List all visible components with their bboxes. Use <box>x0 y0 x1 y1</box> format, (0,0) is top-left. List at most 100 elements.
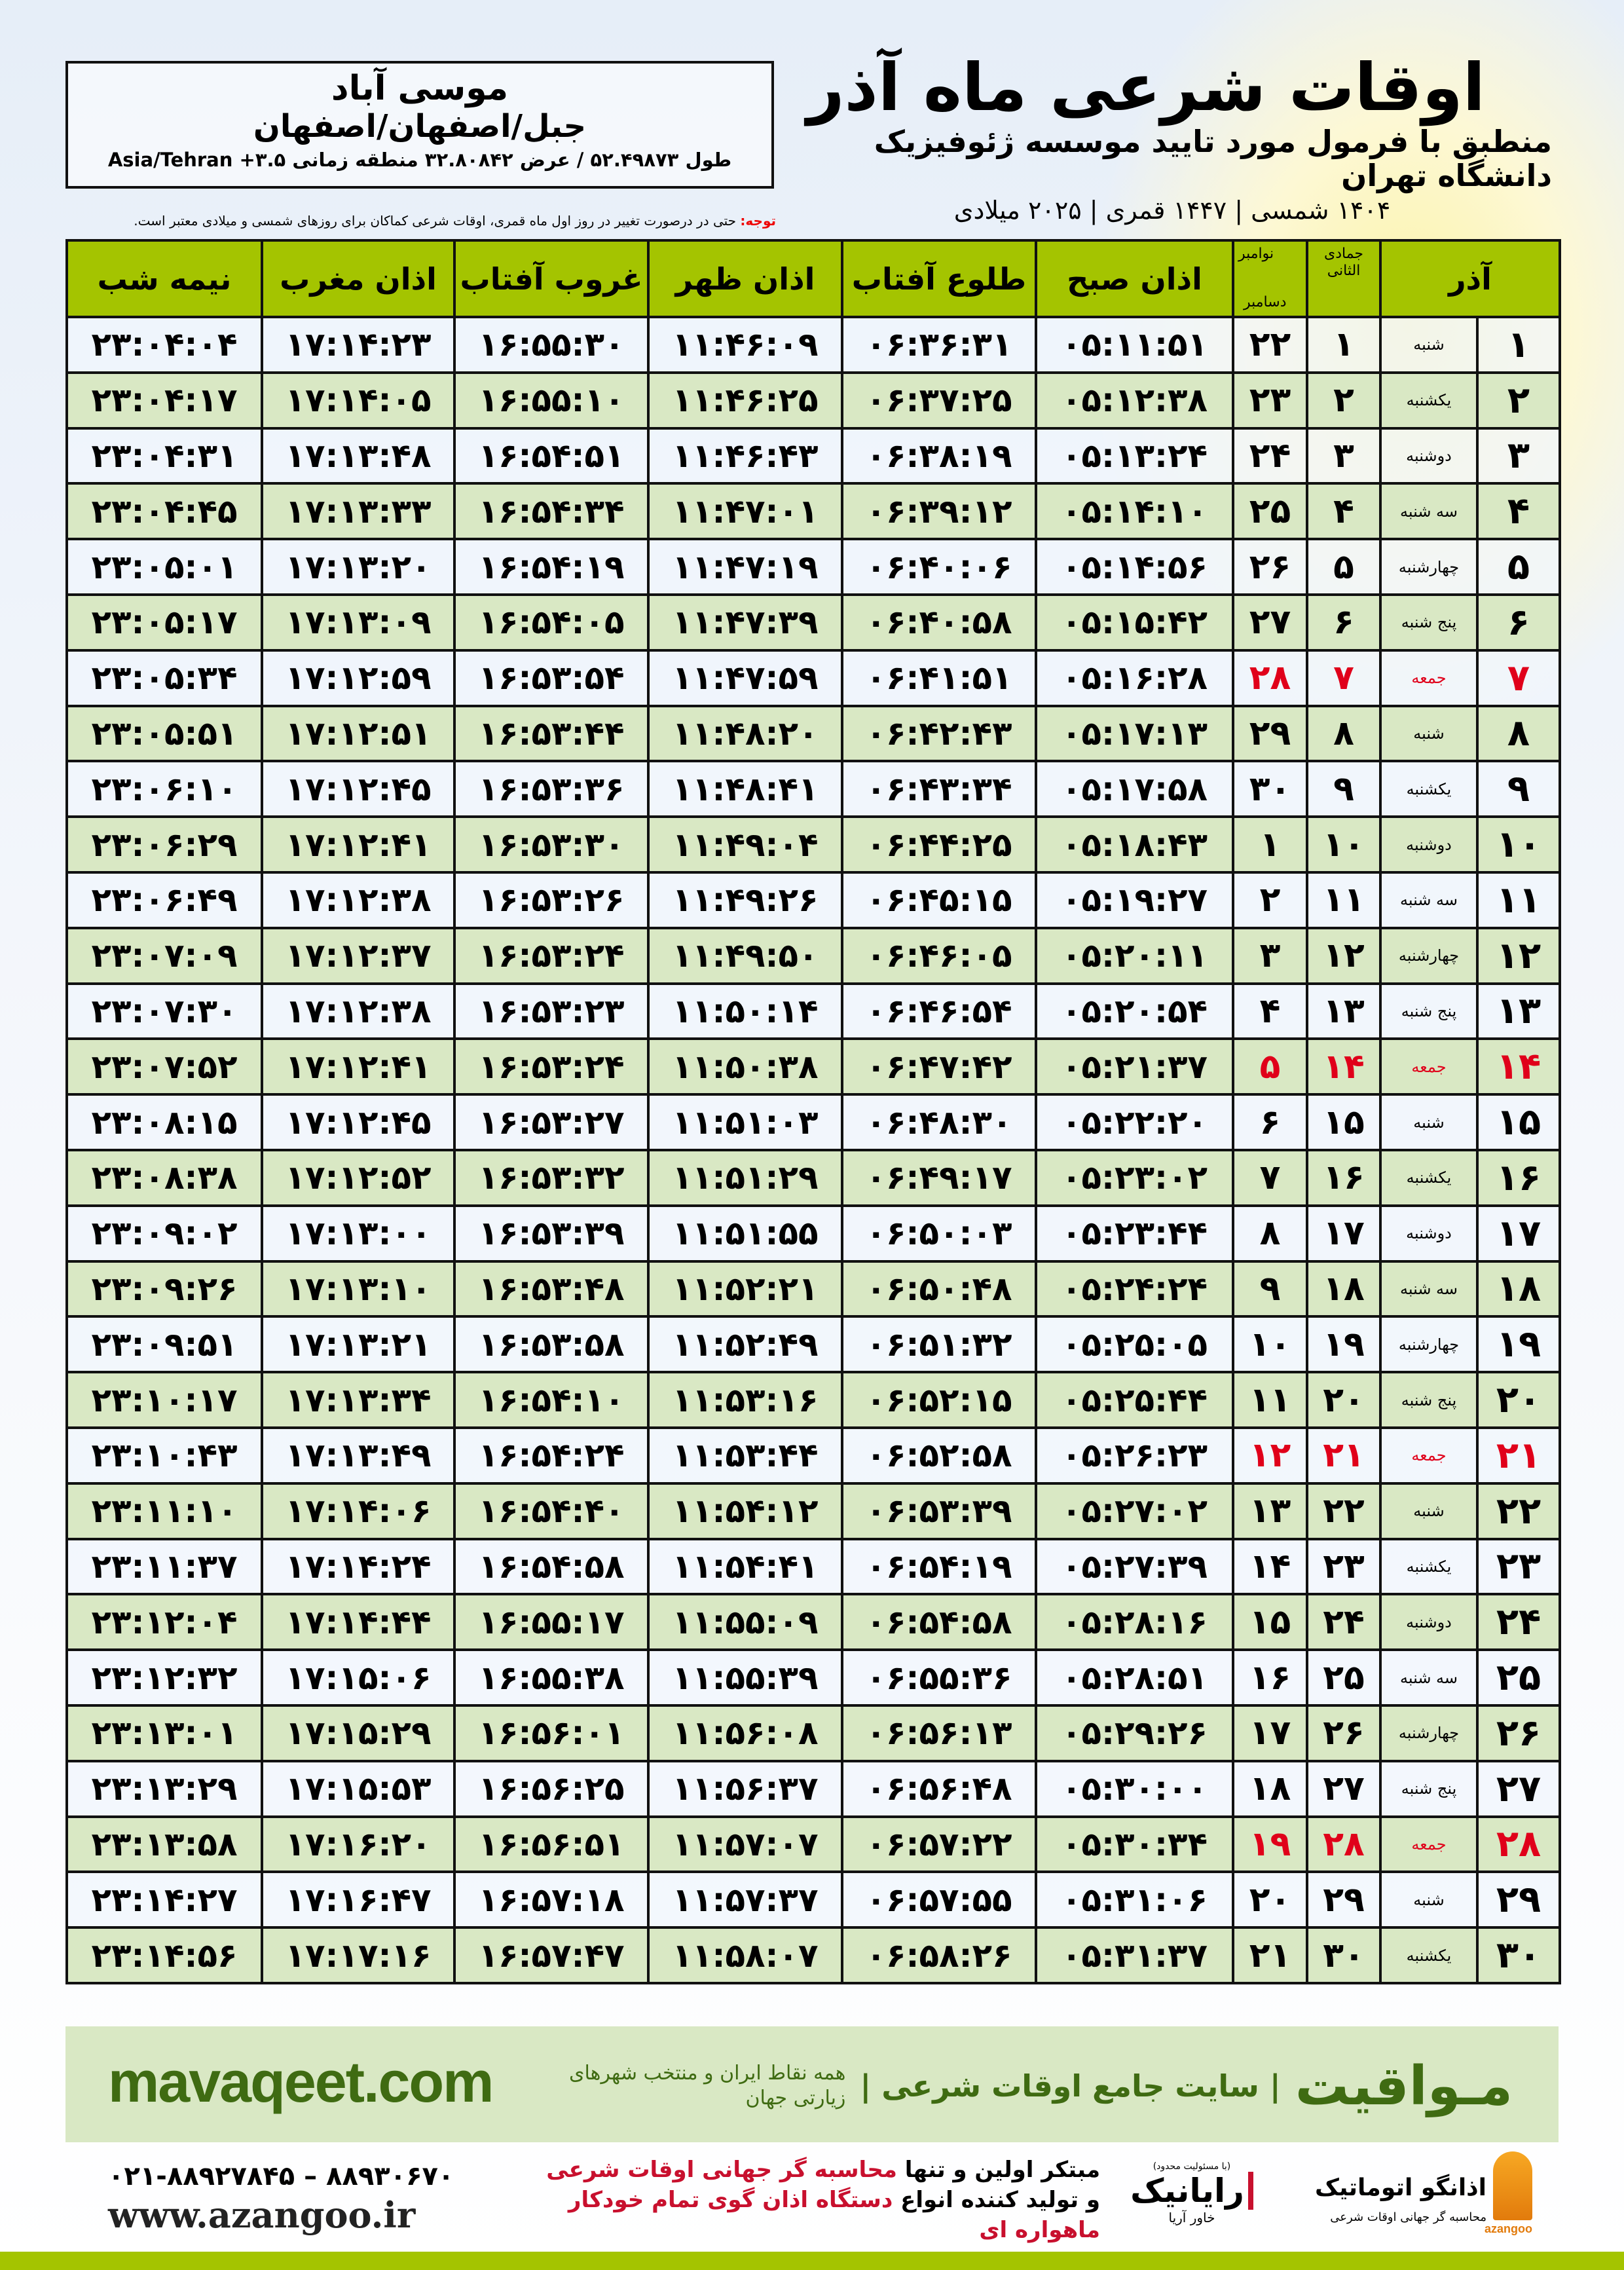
maghrib-time: ۱۷:۱۲:۳۸ <box>261 982 456 1041</box>
weekday: یکشنبه <box>1378 371 1479 430</box>
maghrib-time: ۱۷:۱۵:۰۶ <box>261 1648 456 1707</box>
day-qamari: ۲۰ <box>1306 1371 1382 1429</box>
nimeh-time: ۲۳:۱۰:۱۷ <box>65 1371 263 1429</box>
weekday: سه شنبه <box>1378 870 1479 929</box>
day-shamsi: ۲ <box>1476 371 1562 430</box>
day-shamsi: ۲۴ <box>1476 1593 1562 1652</box>
weekday: پنج شنبه <box>1378 982 1479 1041</box>
day-miladi: ۱۸ <box>1232 1759 1308 1818</box>
maghrib-time: ۱۷:۱۲:۳۷ <box>261 926 456 985</box>
ghroob-time: ۱۶:۵۳:۳۹ <box>453 1204 650 1263</box>
maghrib-time: ۱۷:۱۳:۰۰ <box>261 1204 456 1263</box>
table-row: ۱۳ پنج شنبه ۱۳ ۴ ۰۵:۲۰:۵۴ ۰۶:۴۶:۵۴ ۱۱:۵۰:۱۴ ۱۶:… <box>65 982 1562 1041</box>
table-row: ۱۷ دوشنبه ۱۷ ۸ ۰۵:۲۳:۴۴ ۰۶:۵۰:۰۳ ۱۱:۵۱:۵۵ ۱۶:۵۳… <box>65 1204 1562 1263</box>
maghrib-time: ۱۷:۱۳:۲۱ <box>261 1315 456 1374</box>
sobh-time: ۰۵:۱۲:۳۸ <box>1035 371 1234 430</box>
sobh-time: ۰۵:۲۰:۵۴ <box>1035 982 1234 1041</box>
day-shamsi: ۲۳ <box>1476 1537 1562 1596</box>
zohr-time: ۱۱:۴۹:۵۰ <box>647 926 843 985</box>
tolu-time: ۰۶:۵۷:۲۲ <box>841 1815 1037 1874</box>
day-qamari: ۱۷ <box>1306 1204 1382 1263</box>
weekday: یکشنبه <box>1378 1926 1479 1984</box>
table-row: ۳۰ یکشنبه ۳۰ ۲۱ ۰۵:۳۱:۳۷ ۰۶:۵۸:۲۶ ۱۱:۵۸:۰۷ ۱۶:۵… <box>65 1926 1562 1984</box>
nimeh-time: ۲۳:۱۳:۰۱ <box>65 1703 263 1762</box>
day-miladi: ۲۰ <box>1232 1870 1308 1929</box>
tolu-time: ۰۶:۵۶:۱۳ <box>841 1703 1037 1762</box>
header-ghroob: غروب آفتاب <box>453 239 650 318</box>
zohr-time: ۱۱:۵۰:۳۸ <box>647 1037 843 1096</box>
promo-line2: و تولید کننده انواع <box>893 2187 1100 2213</box>
header-block: اوقات شرعی ماه آذر منطبق با فرمول مورد ت… <box>792 51 1552 225</box>
day-miladi: ۱۹ <box>1232 1815 1308 1874</box>
ghroob-time: ۱۶:۵۴:۵۸ <box>453 1537 650 1596</box>
zohr-time: ۱۱:۴۹:۰۴ <box>647 815 843 874</box>
header-shamsi: آذر <box>1378 239 1562 318</box>
header-miladi: نوامبر دسامبر <box>1232 239 1308 318</box>
ghroob-time: ۱۶:۵۴:۱۹ <box>453 538 650 596</box>
day-qamari: ۱۳ <box>1306 982 1382 1041</box>
promo-line1-highlight: محاسبه گر جهانی اوقات شرعی <box>546 2157 897 2183</box>
sobh-time: ۰۵:۱۹:۲۷ <box>1035 870 1234 929</box>
sobh-time: ۰۵:۲۶:۲۳ <box>1035 1426 1234 1485</box>
zohr-time: ۱۱:۵۱:۰۳ <box>647 1093 843 1151</box>
maghrib-time: ۱۷:۱۳:۳۳ <box>261 482 456 541</box>
table-row: ۱۱ سه شنبه ۱۱ ۲ ۰۵:۱۹:۲۷ ۰۶:۴۵:۱۵ ۱۱:۴۹:۲۶ ۱۶:۵… <box>65 870 1562 929</box>
sobh-time: ۰۵:۱۴:۱۰ <box>1035 482 1234 541</box>
mavaqeet-site-link[interactable]: mavaqeet.com <box>108 2049 494 2114</box>
day-miladi: ۲۱ <box>1232 1926 1308 1984</box>
ghroob-time: ۱۶:۵۶:۰۱ <box>453 1703 650 1762</box>
location-coordinates: طول ۵۲.۴۹۸۷۳ / عرض ۳۲.۸۰۸۴۲ منطقه زمانی … <box>107 149 732 171</box>
sobh-time: ۰۵:۳۰:۳۴ <box>1035 1815 1234 1874</box>
weekday: جمعه <box>1378 648 1479 707</box>
nimeh-time: ۲۳:۰۴:۳۱ <box>65 426 263 485</box>
day-miladi: ۲۳ <box>1232 371 1308 430</box>
ghroob-time: ۱۶:۵۳:۵۴ <box>453 648 650 707</box>
promo-text: مبتکر اولین و تنها محاسبه گر جهانی اوقات… <box>544 2155 1100 2245</box>
day-miladi: ۴ <box>1232 982 1308 1041</box>
header-nimeh: نیمه شب <box>65 239 263 318</box>
day-shamsi: ۲۸ <box>1476 1815 1562 1874</box>
zohr-time: ۱۱:۵۸:۰۷ <box>647 1926 843 1984</box>
tolu-time: ۰۶:۴۴:۲۵ <box>841 815 1037 874</box>
day-miladi: ۱ <box>1232 815 1308 874</box>
weekday: چهارشنبه <box>1378 926 1479 985</box>
ghroob-time: ۱۶:۵۶:۵۱ <box>453 1815 650 1874</box>
sobh-time: ۰۵:۱۴:۵۶ <box>1035 538 1234 596</box>
zohr-time: ۱۱:۴۸:۲۰ <box>647 704 843 763</box>
sobh-time: ۰۵:۳۱:۳۷ <box>1035 1926 1234 1984</box>
ghroob-time: ۱۶:۵۴:۱۰ <box>453 1371 650 1429</box>
nimeh-time: ۲۳:۰۹:۵۱ <box>65 1315 263 1374</box>
mavaqeet-tagline: همه نقاط ایران و منتخب شهرهای زیارتی جها… <box>569 2062 846 2110</box>
nimeh-time: ۲۳:۰۴:۰۴ <box>65 316 263 374</box>
zohr-time: ۱۱:۴۶:۴۳ <box>647 426 843 485</box>
ghroob-time: ۱۶:۵۴:۵۱ <box>453 426 650 485</box>
weekday: سه شنبه <box>1378 1648 1479 1707</box>
rayanik-note: (با مسئولیت محدود) <box>1153 2161 1231 2172</box>
table-row: ۲۱ جمعه ۲۱ ۱۲ ۰۵:۲۶:۲۳ ۰۶:۵۲:۵۸ ۱۱:۵۳:۴۴ ۱۶:۵۴:… <box>65 1426 1562 1485</box>
day-shamsi: ۱۲ <box>1476 926 1562 985</box>
azangoo-name: اذانگو اتوماتیک <box>1314 2174 1486 2201</box>
tolu-time: ۰۶:۵۸:۲۶ <box>841 1926 1037 1984</box>
weekday: شنبه <box>1378 1481 1479 1540</box>
header-miladi-1: نوامبر <box>1238 246 1274 262</box>
day-qamari: ۱۶ <box>1306 1148 1382 1207</box>
sobh-time: ۰۵:۱۱:۵۱ <box>1035 316 1234 374</box>
table-header-row: آذر جمادی الثانی نوامبر دسامبر اذان صبح ط… <box>65 239 1562 318</box>
azangoo-website[interactable]: www.azangoo.ir <box>108 2194 416 2236</box>
nimeh-time: ۲۳:۰۵:۳۴ <box>65 648 263 707</box>
day-qamari: ۱۱ <box>1306 870 1382 929</box>
prayer-times-table: آذر جمادی الثانی نوامبر دسامبر اذان صبح ط… <box>65 239 1562 1984</box>
maghrib-time: ۱۷:۱۲:۴۱ <box>261 815 456 874</box>
ghroob-time: ۱۶:۵۴:۳۴ <box>453 482 650 541</box>
ghroob-time: ۱۶:۵۵:۳۰ <box>453 316 650 374</box>
day-miladi: ۲۴ <box>1232 426 1308 485</box>
page-title: اوقات شرعی ماه آذر <box>806 49 1486 126</box>
day-miladi: ۲۲ <box>1232 316 1308 374</box>
weekday: دوشنبه <box>1378 1593 1479 1652</box>
day-shamsi: ۲۹ <box>1476 1870 1562 1929</box>
day-miladi: ۲۶ <box>1232 538 1308 596</box>
promo-line1: مبتکر اولین و تنها <box>896 2157 1100 2183</box>
maghrib-time: ۱۷:۱۲:۴۵ <box>261 1093 456 1151</box>
maghrib-time: ۱۷:۱۲:۴۱ <box>261 1037 456 1096</box>
maghrib-time: ۱۷:۱۲:۵۱ <box>261 704 456 763</box>
